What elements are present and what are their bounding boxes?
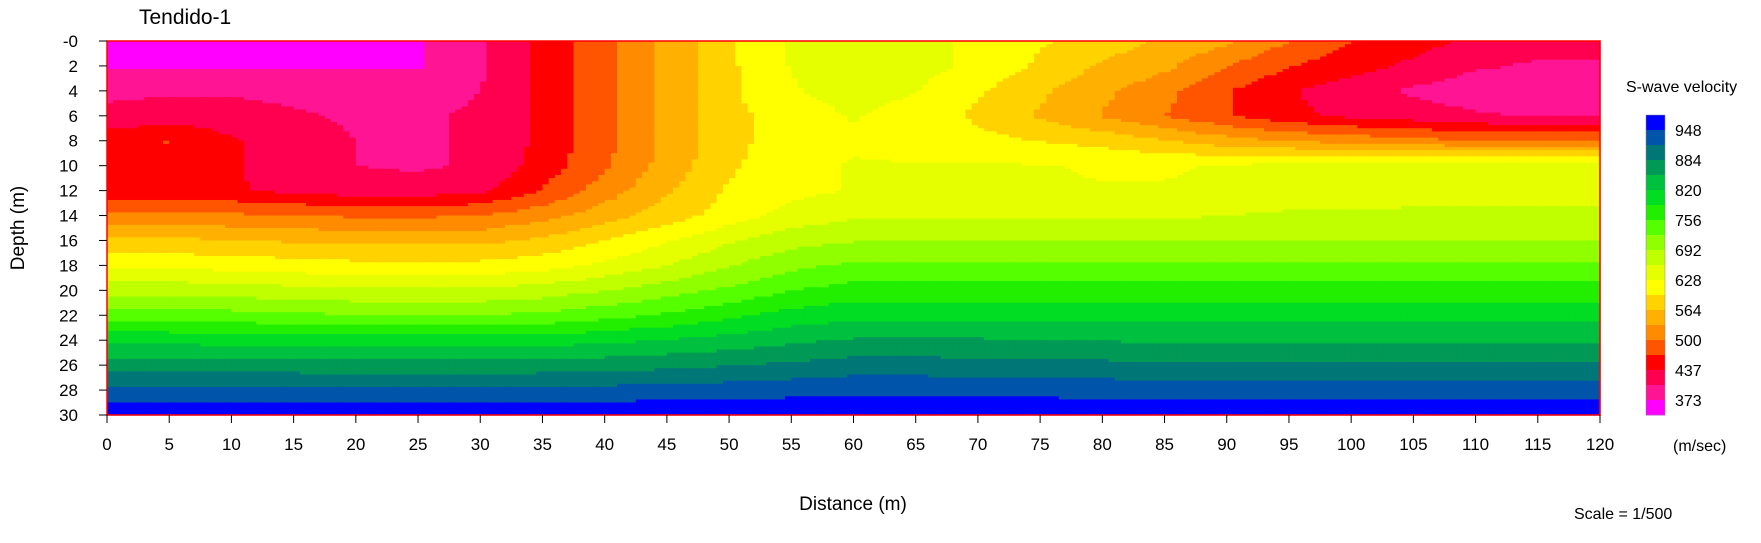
plot-area xyxy=(107,41,1601,416)
chart-title: Tendido-1 xyxy=(139,6,231,29)
